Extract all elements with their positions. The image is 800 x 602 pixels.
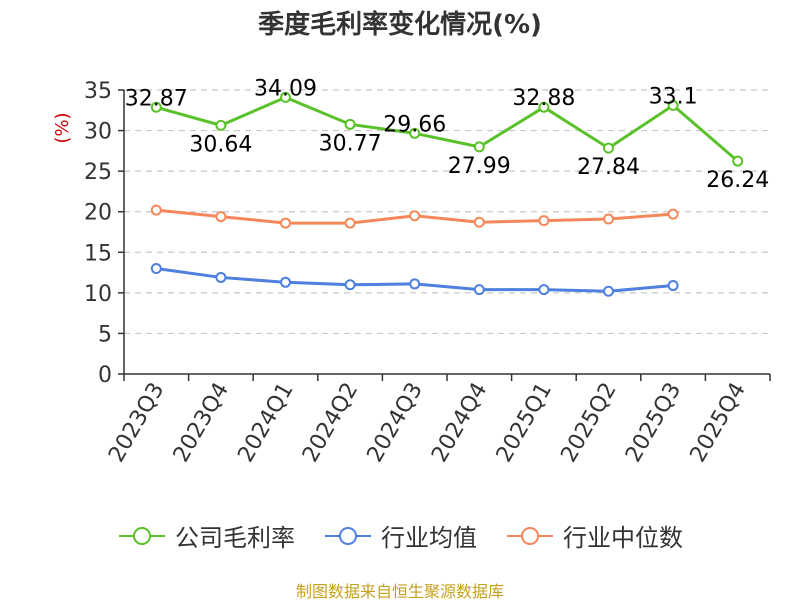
data-point <box>409 210 421 222</box>
x-tick-label: 2024Q4 <box>427 379 492 467</box>
data-point <box>667 99 679 111</box>
y-tick-label: 20 <box>84 201 112 226</box>
legend-item: 行业中位数 <box>505 518 683 553</box>
data-label: 30.77 <box>319 131 382 156</box>
data-label: 30.64 <box>189 132 252 157</box>
data-point <box>150 263 162 275</box>
data-point <box>538 284 550 296</box>
data-point <box>344 217 356 229</box>
data-point <box>344 118 356 130</box>
data-point <box>280 91 291 103</box>
y-tick-label: 0 <box>98 363 112 388</box>
legend-swatch <box>119 526 165 545</box>
data-label: 33.1 <box>649 84 698 109</box>
data-point <box>215 211 227 223</box>
data-point <box>150 204 162 216</box>
data-point <box>344 279 356 291</box>
y-tick-label: 30 <box>84 120 112 145</box>
data-point <box>409 127 421 139</box>
x-tick-label: 2024Q1 <box>233 379 298 467</box>
data-label: 27.99 <box>448 154 511 179</box>
source-note: 制图数据来自恒生聚源数据库 <box>295 582 504 601</box>
data-point <box>280 276 291 288</box>
data-label: 32.87 <box>125 86 188 111</box>
x-tick-label: 2023Q4 <box>169 379 234 467</box>
x-tick-label: 2025Q3 <box>621 379 686 467</box>
y-tick-label: 35 <box>84 79 112 104</box>
legend-swatch <box>507 526 553 545</box>
y-tick-label: 5 <box>98 322 112 347</box>
data-point <box>603 142 614 154</box>
x-tick-label: 2025Q4 <box>686 379 751 467</box>
x-tick-label: 2025Q2 <box>556 379 621 467</box>
x-tick-label: 2024Q3 <box>363 379 428 467</box>
y-tick-label: 10 <box>84 282 112 307</box>
data-point <box>732 155 744 167</box>
data-label: 34.09 <box>254 76 317 101</box>
data-label: 32.88 <box>512 86 575 111</box>
y-tick-label: 15 <box>84 241 112 266</box>
data-label: 29.66 <box>383 112 446 137</box>
series-line <box>155 95 739 163</box>
legend-item: 公司毛利率 <box>117 518 295 553</box>
legend-label: 公司毛利率 <box>175 524 295 552</box>
legend: 公司毛利率 行业均值 行业中位数 <box>0 518 800 553</box>
data-label: 26.24 <box>706 168 769 193</box>
y-axis-label: (%) <box>52 112 73 143</box>
x-tick-label: 2023Q3 <box>104 379 169 467</box>
data-point <box>215 119 227 131</box>
data-point <box>150 101 162 113</box>
data-point <box>280 217 291 229</box>
legend-label: 行业均值 <box>381 524 477 552</box>
data-point <box>538 101 550 113</box>
data-point <box>667 280 679 292</box>
chart-title: 季度毛利率变化情况(%) <box>258 10 542 40</box>
y-tick-label: 25 <box>84 160 112 185</box>
data-point <box>409 278 421 290</box>
data-point <box>603 285 614 297</box>
data-point <box>603 213 614 225</box>
data-point <box>538 215 550 227</box>
legend-item: 行业均值 <box>323 518 477 553</box>
data-point <box>473 284 485 296</box>
data-point <box>667 208 679 220</box>
data-label: 27.84 <box>577 155 640 180</box>
data-point <box>473 216 485 228</box>
x-tick-label: 2024Q2 <box>298 379 363 467</box>
legend-swatch <box>325 526 371 545</box>
data-point <box>215 271 227 283</box>
x-tick-label: 2025Q1 <box>492 379 557 467</box>
legend-label: 行业中位数 <box>563 524 683 552</box>
data-point <box>473 141 485 153</box>
